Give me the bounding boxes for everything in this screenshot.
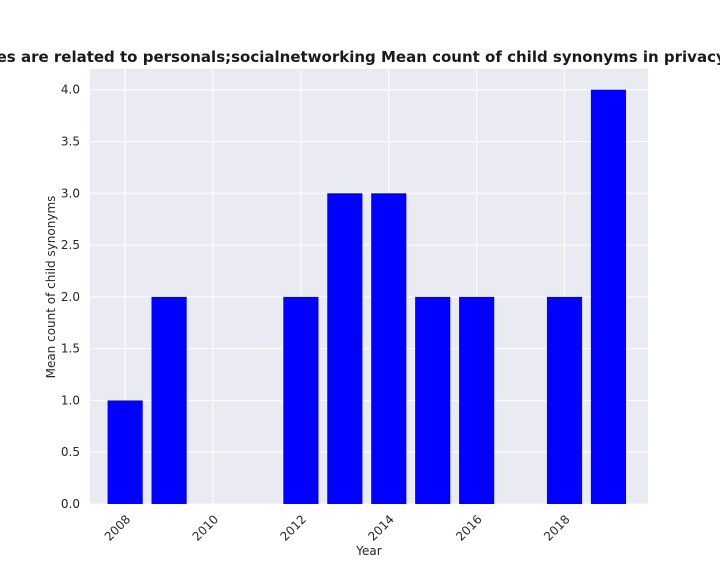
- y-tick-label: 3.5: [61, 135, 80, 149]
- bar-2019: [590, 89, 627, 504]
- bar-2009: [151, 296, 187, 504]
- bar-2015: [415, 296, 451, 504]
- x-axis-label: Year: [355, 544, 381, 558]
- bars: [107, 89, 627, 505]
- y-tick-labels: 0.0 0.5 1.0 1.5 2.0 2.5 3.0 3.5 4.0: [61, 83, 80, 511]
- bar-2018: [546, 296, 583, 504]
- y-axis-label: Mean count of child synonyms: [44, 196, 58, 379]
- y-tick-label: 2.5: [61, 238, 80, 252]
- x-tick-label: 2008: [102, 512, 133, 543]
- y-tick-label: 1.0: [61, 393, 80, 407]
- y-tick-label: 1.5: [61, 342, 80, 356]
- bar-2014: [371, 193, 407, 505]
- x-tick-label: 2016: [453, 512, 484, 543]
- x-tick-labels: 2008 2010 2012 2014 2016 2018: [102, 512, 573, 543]
- chart-title: Categories are related to personals;soci…: [0, 48, 720, 66]
- x-tick-label: 2010: [190, 512, 221, 543]
- bar-2013: [327, 193, 363, 505]
- x-tick-label: 2012: [278, 512, 309, 543]
- y-tick-label: 4.0: [61, 83, 80, 97]
- bar-2012: [283, 296, 319, 504]
- x-tick-label: 2018: [541, 512, 572, 543]
- y-tick-label: 3.0: [61, 186, 80, 200]
- y-tick-label: 0.0: [61, 497, 80, 511]
- y-tick-label: 2.0: [61, 290, 80, 304]
- bar-2016: [459, 296, 495, 504]
- y-tick-label: 0.5: [61, 445, 80, 459]
- bar-2008: [107, 400, 143, 504]
- x-tick-label: 2014: [365, 512, 396, 543]
